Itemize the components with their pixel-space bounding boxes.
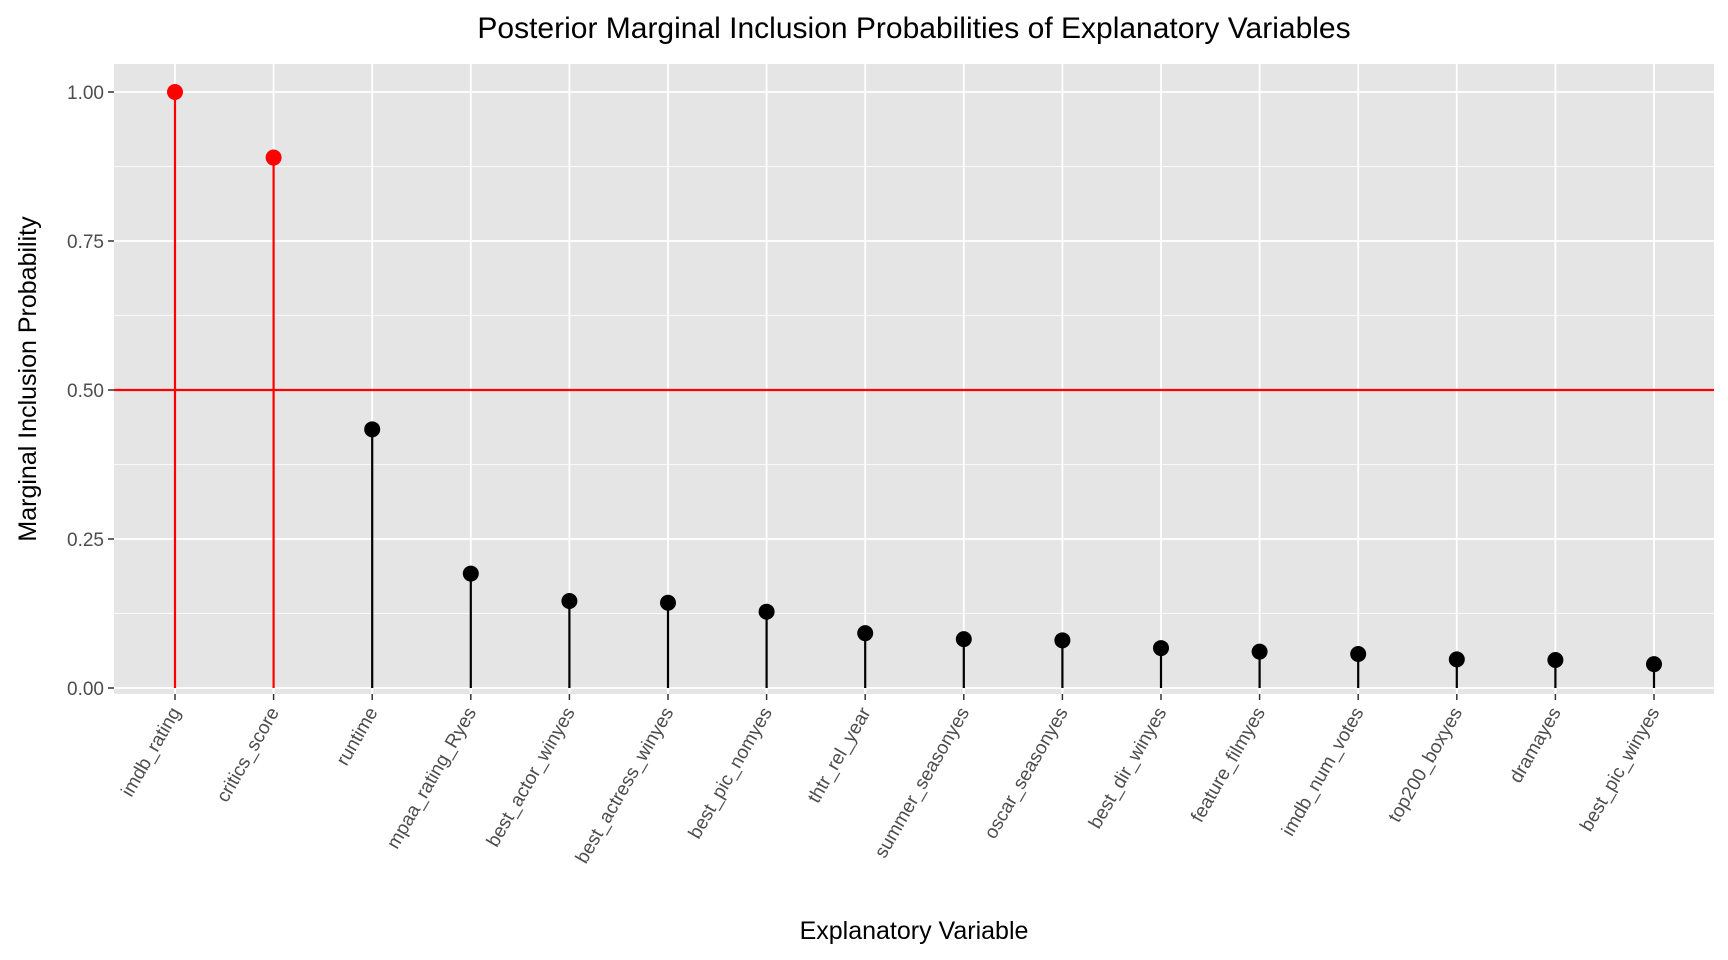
grid-lines xyxy=(114,64,1714,694)
x-tick-label: runtime xyxy=(333,704,383,769)
point-best_dir_winyes xyxy=(1153,640,1169,657)
point-best_actress_winyes xyxy=(660,594,676,611)
point-runtime xyxy=(364,421,381,438)
x-tick-label: imdb_num_votes xyxy=(1278,704,1369,840)
x-axis-title: Explanatory Variable xyxy=(800,917,1029,945)
point-top200_boxyes xyxy=(1448,651,1465,668)
y-tick-label: 1.00 xyxy=(67,83,104,104)
point-oscar_seasonyes xyxy=(1054,632,1071,649)
points xyxy=(167,84,1662,673)
x-tick-label: best_dir_winyes xyxy=(1085,704,1171,832)
y-axis-ticks: 0.00 0.25 0.50 0.75 1.00 xyxy=(67,83,114,700)
x-tick-label: mpaa_rating_Ryes xyxy=(383,704,481,853)
x-tick-label: top200_boxyes xyxy=(1384,704,1467,826)
point-mpaa_rating_Ryes xyxy=(462,565,479,582)
y-axis-title: Marginal Inclusion Probability xyxy=(14,216,42,542)
x-tick-label: feature_filmyes xyxy=(1187,704,1270,826)
point-feature_filmyes xyxy=(1251,643,1268,660)
x-tick-label: critics_score xyxy=(213,704,284,806)
point-best_pic_winyes xyxy=(1646,656,1662,673)
x-tick-label: summer_seasonyes xyxy=(871,704,974,862)
y-tick-label: 0.25 xyxy=(67,530,104,551)
y-tick-label: 0.00 xyxy=(67,679,104,700)
x-tick-label: best_actress_winyes xyxy=(572,704,678,867)
point-summer_seasonyes xyxy=(955,631,972,648)
point-imdb_num_votes xyxy=(1350,646,1367,663)
chart-title: Posterior Marginal Inclusion Probabiliti… xyxy=(477,12,1350,45)
x-tick-label: best_actor_winyes xyxy=(483,704,580,851)
point-dramayes xyxy=(1547,651,1564,668)
point-thtr_rel_year xyxy=(857,625,874,642)
x-tick-label: oscar_seasonyes xyxy=(981,704,1073,843)
y-tick-label: 0.50 xyxy=(67,381,104,402)
point-critics_score xyxy=(265,149,282,166)
x-tick-label: dramayes xyxy=(1506,704,1566,787)
x-tick-label: imdb_rating xyxy=(118,704,186,800)
y-tick-label: 0.75 xyxy=(67,232,104,253)
x-tick-label: best_pic_winyes xyxy=(1576,704,1664,835)
x-tick-label: best_pic_nomyes xyxy=(685,704,777,843)
point-best_pic_nomyes xyxy=(758,603,775,620)
x-tick-label: thtr_rel_year xyxy=(804,703,876,806)
point-imdb_rating xyxy=(167,84,183,100)
x-axis-ticks: imdb_rating critics_score runtime mpaa_rati… xyxy=(118,694,1664,867)
point-best_actor_winyes xyxy=(561,592,578,609)
plot-panel xyxy=(114,64,1714,694)
